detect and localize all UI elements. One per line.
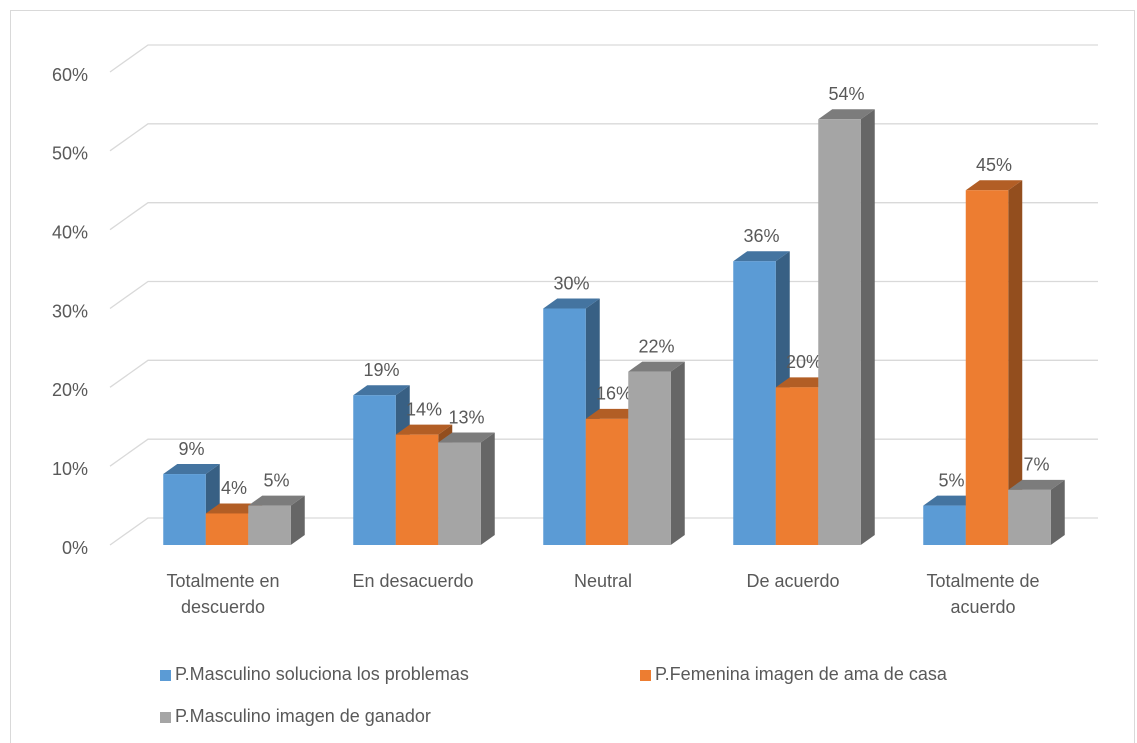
value-label: 20%	[786, 352, 822, 372]
bar-top	[965, 180, 1023, 191]
bar	[628, 361, 685, 545]
bar	[248, 495, 305, 545]
bar-top	[1008, 479, 1065, 490]
value-label: 30%	[553, 273, 589, 293]
bar-front	[205, 513, 249, 545]
bar-front	[628, 371, 671, 545]
bar-top	[438, 432, 495, 443]
legend-label: P.Femenina imagen de ama de casa	[655, 664, 947, 684]
bar	[965, 180, 1023, 545]
bar-front	[965, 190, 1009, 545]
bar-front	[353, 395, 396, 545]
x-tick-label: Totalmente de acuerdo	[926, 571, 1040, 617]
value-label: 7%	[1023, 455, 1049, 475]
bar-side	[1008, 180, 1023, 545]
bar-front	[1008, 489, 1051, 545]
bar-top	[543, 298, 600, 309]
value-label: 54%	[828, 84, 864, 104]
bar-side	[670, 361, 685, 545]
x-tick-label: Neutral	[573, 571, 633, 591]
value-label: 14%	[406, 399, 442, 419]
bar-top	[395, 424, 453, 435]
bar-top	[585, 408, 643, 419]
x-tick-label: De acuerdo	[746, 571, 840, 591]
y-tick-label: 30%	[52, 301, 88, 321]
bar-front	[395, 434, 439, 545]
y-tick-label: 50%	[52, 144, 88, 164]
legend-swatch	[640, 670, 651, 681]
y-tick-label: 60%	[52, 65, 88, 85]
bar-side	[1050, 479, 1065, 545]
y-tick-label: 0%	[62, 538, 88, 558]
grid-line	[109, 44, 1098, 73]
bar-top	[628, 361, 685, 372]
value-label: 19%	[363, 360, 399, 380]
bar-side	[860, 109, 875, 546]
value-label: 4%	[221, 478, 247, 498]
grid-line	[109, 123, 1098, 152]
value-label: 13%	[448, 407, 484, 427]
grid-line	[109, 202, 1098, 231]
y-tick-label: 10%	[52, 459, 88, 479]
bar-front	[163, 474, 206, 545]
chart-frame	[10, 10, 1135, 743]
grid-line	[109, 280, 1098, 310]
x-tick-label: Totalmente en descuerdo	[166, 571, 280, 617]
legend-swatch	[160, 712, 171, 723]
bar-front	[438, 442, 481, 545]
bar-top	[163, 464, 220, 475]
bar	[353, 385, 410, 545]
value-label: 16%	[596, 384, 632, 404]
bar	[818, 109, 875, 546]
value-label: 9%	[178, 439, 204, 459]
bar-front	[543, 308, 586, 545]
y-tick-label: 40%	[52, 222, 88, 242]
bar-top	[353, 385, 410, 396]
legend-swatch	[160, 670, 171, 681]
bar-front	[585, 418, 629, 545]
value-label: 22%	[638, 336, 674, 356]
bar-front	[775, 387, 819, 545]
bar-front	[248, 505, 291, 545]
value-label: 5%	[263, 470, 289, 490]
bar-front	[733, 261, 776, 545]
bar-side	[480, 432, 495, 545]
bar-top	[733, 251, 790, 262]
y-tick-label: 20%	[52, 380, 88, 400]
bar	[1008, 479, 1065, 545]
bar-side	[290, 495, 305, 545]
bar-top	[923, 495, 980, 506]
bar-front	[818, 119, 861, 546]
value-label: 5%	[938, 470, 964, 490]
x-tick-label: En desacuerdo	[352, 571, 474, 591]
bar-top	[818, 109, 875, 120]
bar-top	[775, 377, 833, 388]
bar-top	[248, 495, 305, 506]
value-label: 45%	[976, 155, 1012, 175]
value-label: 36%	[743, 226, 779, 246]
bar	[438, 432, 495, 545]
legend-label: P.Masculino imagen de ganador	[175, 706, 431, 726]
bar-front	[923, 505, 966, 545]
legend-label: P.Masculino soluciona los problemas	[175, 664, 469, 684]
bar-top	[205, 503, 263, 514]
